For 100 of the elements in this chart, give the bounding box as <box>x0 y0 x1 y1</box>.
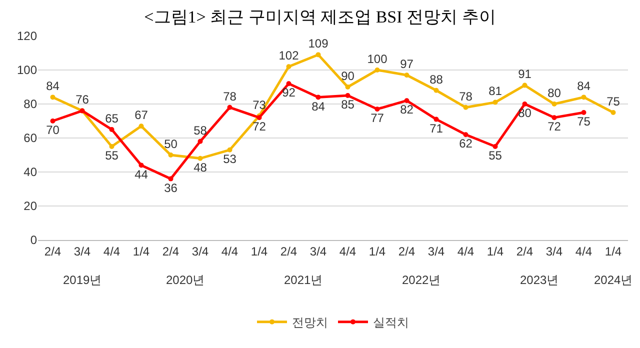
point <box>50 118 56 124</box>
point <box>227 104 232 110</box>
data-label: 71 <box>430 121 444 136</box>
y-tick-label: 0 <box>30 233 38 248</box>
legend-label: 실적치 <box>373 316 409 330</box>
data-label: 76 <box>76 92 90 107</box>
point <box>138 162 144 168</box>
data-label: 82 <box>400 102 414 117</box>
data-label: 72 <box>548 120 562 134</box>
data-label: 80 <box>518 106 532 120</box>
point <box>581 110 586 115</box>
data-label: 72 <box>252 120 266 134</box>
point <box>581 94 586 100</box>
data-label: 90 <box>341 68 355 83</box>
x-tick-label: 2/4 <box>162 244 180 258</box>
point <box>374 106 380 112</box>
data-label: 88 <box>430 72 444 86</box>
x-tick-label: 3/4 <box>546 244 563 258</box>
point <box>522 102 528 106</box>
data-label: 84 <box>46 79 60 94</box>
text: 2024년 <box>594 273 633 287</box>
data-label: 100 <box>367 52 388 66</box>
data-label: 67 <box>134 108 148 122</box>
point <box>552 115 557 120</box>
data-label: 58 <box>194 123 208 138</box>
y-tick-label: 120 <box>16 29 38 44</box>
point <box>374 68 380 72</box>
point <box>286 64 292 70</box>
x-tick-label: 4/4 <box>103 244 120 258</box>
data-label: 80 <box>548 86 562 100</box>
data-label: 77 <box>370 111 384 126</box>
data-label: 91 <box>518 67 532 82</box>
x-tick-label: 4/4 <box>339 244 356 258</box>
data-label: 85 <box>341 98 355 112</box>
point <box>198 138 203 144</box>
data-label: 62 <box>459 136 473 151</box>
x-tick-label: 1/4 <box>604 244 622 258</box>
x-tick-label: 4/4 <box>575 244 592 258</box>
x-tick-label: 3/4 <box>192 244 209 258</box>
data-label: 75 <box>577 114 591 129</box>
x-tick-label: 1/4 <box>368 244 386 258</box>
point <box>227 147 232 152</box>
data-label: 109 <box>308 36 329 51</box>
data-label: 73 <box>252 98 266 112</box>
x-tick-label: 1/4 <box>132 244 150 258</box>
point <box>463 132 468 138</box>
point <box>138 124 144 129</box>
x-tick-label: 4/4 <box>221 244 238 258</box>
point <box>168 176 174 182</box>
point <box>522 82 528 88</box>
point <box>50 94 56 100</box>
x-tick-label: 1/4 <box>486 244 504 258</box>
point <box>198 156 203 161</box>
data-label: 53 <box>223 152 237 166</box>
data-label: 78 <box>223 89 237 104</box>
point <box>434 116 439 122</box>
x-tick-label: 2/4 <box>516 244 534 258</box>
point <box>316 94 321 100</box>
chart-title: <그림1> 최근 구미지역 제조업 BSI 전망치 추이 <box>144 7 496 26</box>
data-label: 102 <box>278 48 300 62</box>
data-label: 84 <box>577 79 591 94</box>
x-tick-label: 2/4 <box>398 244 416 258</box>
x-tick-label: 3/4 <box>74 244 91 258</box>
data-label: 97 <box>400 56 414 71</box>
point <box>552 102 557 106</box>
x-tick-label: 1/4 <box>250 244 268 258</box>
y-tick-label: 20 <box>24 199 38 214</box>
data-label: 84 <box>312 99 326 114</box>
point <box>168 152 174 158</box>
data-label: 48 <box>194 160 208 175</box>
data-label: 36 <box>164 180 178 195</box>
data-label: 55 <box>105 148 119 163</box>
data-label: 75 <box>606 94 620 108</box>
point <box>434 88 439 93</box>
text: 2022년 <box>402 273 441 287</box>
data-label: 70 <box>46 123 60 138</box>
point <box>109 127 114 132</box>
text: 2021년 <box>284 273 323 287</box>
data-label: 65 <box>105 111 119 126</box>
point <box>345 93 350 98</box>
point <box>492 144 498 149</box>
x-tick-label: 3/4 <box>428 244 445 258</box>
point <box>404 72 410 78</box>
x-tick-label: 2/4 <box>44 244 62 258</box>
point <box>345 84 350 90</box>
data-label: 50 <box>164 136 178 151</box>
y-tick-label: 100 <box>16 63 38 78</box>
legend-label: 전망치 <box>292 316 328 330</box>
data-label: 81 <box>488 84 502 98</box>
point <box>610 110 616 115</box>
text: 2019년 <box>63 273 102 287</box>
y-tick-label: 40 <box>24 165 38 180</box>
y-tick-label: 80 <box>24 97 38 112</box>
point <box>286 81 292 86</box>
point <box>492 100 498 105</box>
point <box>463 104 468 110</box>
data-label: 78 <box>459 89 473 104</box>
x-tick-label: 2/4 <box>280 244 298 258</box>
x-tick-label: 4/4 <box>457 244 474 258</box>
point <box>316 52 321 58</box>
